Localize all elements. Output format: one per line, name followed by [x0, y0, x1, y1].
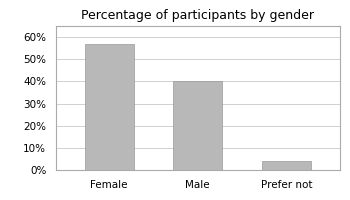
Bar	[262, 161, 311, 170]
Title: Percentage of participants by gender: Percentage of participants by gender	[81, 9, 314, 22]
Bar	[173, 81, 222, 170]
Bar	[85, 44, 133, 170]
